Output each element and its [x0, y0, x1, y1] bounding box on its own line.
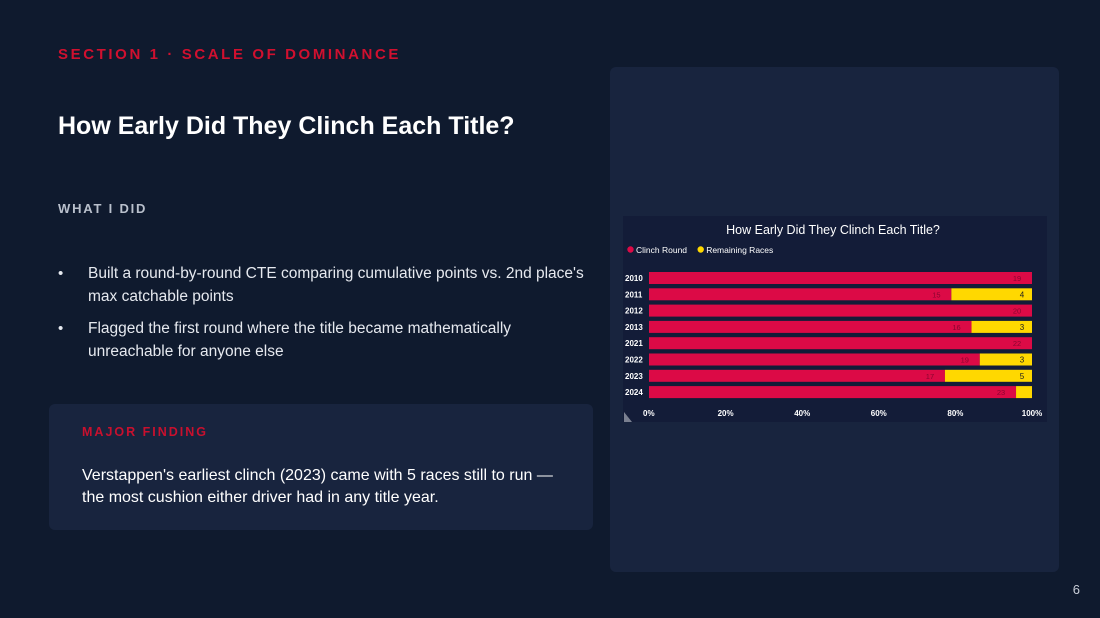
data-label-clinch-2021: 22	[1013, 339, 1021, 348]
bar-clinch-2011	[649, 288, 952, 301]
data-label-remaining-2022: 3	[1020, 356, 1025, 365]
bar-clinch-2010	[649, 272, 1032, 284]
chart-y-labels: 2010 2011 2012 2013 2021 2022 2023 2024	[625, 274, 643, 397]
y-tick-label-2010: 2010	[625, 274, 643, 283]
x-tick-label-3: 60%	[871, 409, 887, 418]
data-label-clinch-2012: 20	[1013, 307, 1021, 316]
corner-resize-icon	[624, 412, 632, 422]
y-tick-label-2024: 2024	[625, 388, 643, 397]
major-finding-card: MAJOR FINDING Verstappen's earliest clin…	[49, 404, 593, 530]
x-tick-label-2: 40%	[794, 409, 810, 418]
page-number: 6	[1072, 582, 1080, 597]
data-label-clinch-2011: 15	[932, 290, 940, 299]
y-tick-label-2011: 2011	[625, 290, 643, 299]
bar-remaining-2023	[944, 369, 1032, 382]
bullet-dot-icon: •	[58, 320, 64, 337]
bullet-item: • Built a round-by-round CTE comparing c…	[58, 262, 598, 308]
x-tick-label-1: 20%	[718, 409, 734, 418]
data-label-remaining-2023: 5	[1020, 372, 1025, 381]
data-label-remaining-2013: 3	[1020, 323, 1025, 332]
x-tick-label-5: 100%	[1022, 409, 1042, 418]
chart-x-ticks: 0% 20% 40% 60% 80% 100%	[643, 409, 1042, 418]
x-tick-label-4: 80%	[947, 409, 963, 418]
section-label: SECTION 1 · SCALE OF DOMINANCE	[58, 46, 402, 63]
y-tick-label-2012: 2012	[625, 307, 643, 316]
y-tick-label-2023: 2023	[625, 372, 643, 381]
bar-clinch-2022	[649, 353, 980, 366]
y-tick-label-2022: 2022	[625, 356, 643, 365]
bar-clinch-2012	[649, 304, 1032, 317]
clinch-chart: How Early Did They Clinch Each Title? Cl…	[624, 223, 1042, 422]
bullet-dot-icon: •	[58, 265, 64, 282]
legend-label-0: Clinch Round	[636, 245, 687, 255]
legend-label-1: Remaining Races	[706, 245, 773, 255]
major-finding-label: MAJOR FINDING	[82, 425, 208, 439]
bar-remaining-2013	[971, 320, 1032, 333]
legend-swatch-0	[627, 246, 634, 253]
chart-bars: 19 15 4 20 16 3 22 19 3 17 5 23	[649, 272, 1032, 399]
bar-remaining-2024	[1016, 386, 1032, 399]
bullet-list: • Built a round-by-round CTE comparing c…	[58, 262, 598, 372]
what-i-did-heading: WHAT I DID	[58, 201, 148, 216]
legend-swatch-1	[697, 246, 704, 253]
data-label-clinch-2010: 19	[1013, 274, 1021, 283]
chart-container: How Early Did They Clinch Each Title? Cl…	[623, 216, 1047, 422]
bullet-text: Built a round-by-round CTE comparing cum…	[88, 265, 584, 305]
data-label-clinch-2023: 17	[926, 372, 934, 381]
chart-title: How Early Did They Clinch Each Title?	[726, 223, 940, 237]
bar-clinch-2023	[649, 369, 945, 382]
data-label-remaining-2011: 4	[1020, 290, 1025, 299]
bar-clinch-2021	[649, 337, 1032, 350]
y-tick-label-2021: 2021	[625, 339, 643, 348]
data-label-clinch-2013: 16	[952, 323, 960, 332]
data-label-clinch-2022: 19	[961, 356, 969, 365]
slide-title: How Early Did They Clinch Each Title?	[58, 112, 515, 140]
major-finding-text: Verstappen's earliest clinch (2023) came…	[82, 467, 553, 506]
x-tick-label-0: 0%	[643, 409, 655, 418]
bar-remaining-2022	[979, 353, 1032, 366]
bar-clinch-2024	[649, 386, 1017, 399]
bar-remaining-2011	[951, 288, 1032, 301]
data-label-clinch-2024: 23	[997, 388, 1005, 397]
bullet-item: • Flagged the first round where the titl…	[58, 317, 598, 363]
y-tick-label-2013: 2013	[625, 323, 643, 332]
bar-clinch-2013	[649, 320, 972, 333]
chart-legend: Clinch Round Remaining Races	[627, 245, 773, 255]
bullet-text: Flagged the first round where the title …	[88, 320, 512, 360]
